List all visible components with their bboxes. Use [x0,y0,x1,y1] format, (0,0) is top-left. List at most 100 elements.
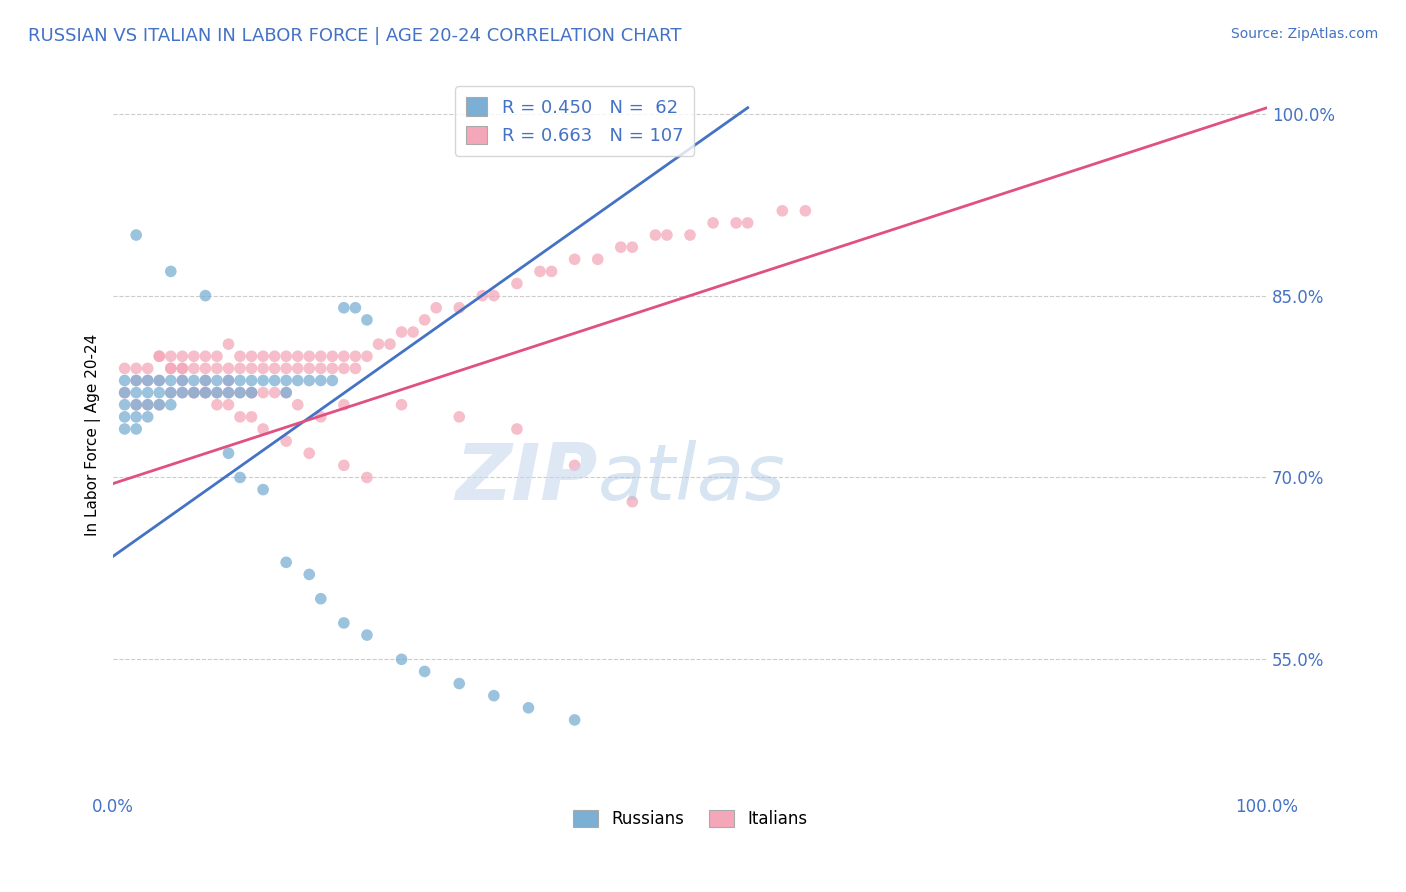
Point [794,203,817,218]
Point [333,458,356,473]
Point [367,337,389,351]
Point [298,349,321,363]
Point [252,361,274,376]
Point [218,337,240,351]
Point [114,374,136,388]
Point [309,349,332,363]
Point [333,615,356,630]
Point [125,374,148,388]
Point [229,385,252,400]
Point [114,422,136,436]
Point [263,361,285,376]
Point [136,374,159,388]
Point [240,349,263,363]
Point [276,385,298,400]
Point [205,349,228,363]
Point [218,361,240,376]
Point [321,374,343,388]
Point [770,203,793,218]
Legend: Russians, Italians: Russians, Italians [567,803,814,834]
Point [125,398,148,412]
Y-axis label: In Labor Force | Age 20-24: In Labor Force | Age 20-24 [86,334,101,536]
Point [321,361,343,376]
Point [172,385,194,400]
Point [125,422,148,436]
Point [194,385,217,400]
Point [218,374,240,388]
Point [183,349,205,363]
Point [309,374,332,388]
Point [482,288,505,302]
Point [287,361,309,376]
Point [679,227,702,242]
Point [194,374,217,388]
Point [263,374,285,388]
Point [148,374,170,388]
Point [356,349,378,363]
Point [218,385,240,400]
Point [252,483,274,497]
Point [263,385,285,400]
Point [136,385,159,400]
Point [506,277,529,291]
Point [252,385,274,400]
Point [449,676,471,690]
Point [136,398,159,412]
Point [229,409,252,424]
Point [125,361,148,376]
Point [240,385,263,400]
Point [148,398,170,412]
Point [333,301,356,315]
Point [148,349,170,363]
Point [482,689,505,703]
Point [610,240,633,254]
Point [725,216,748,230]
Point [194,385,217,400]
Point [449,301,471,315]
Point [229,361,252,376]
Point [240,385,263,400]
Point [240,361,263,376]
Point [413,313,436,327]
Point [159,374,181,388]
Point [344,301,367,315]
Point [125,227,148,242]
Point [298,361,321,376]
Point [114,398,136,412]
Point [287,398,309,412]
Point [333,398,356,412]
Point [309,591,332,606]
Text: Source: ZipAtlas.com: Source: ZipAtlas.com [1230,27,1378,41]
Point [114,385,136,400]
Point [276,385,298,400]
Point [449,409,471,424]
Point [737,216,759,230]
Point [159,264,181,278]
Point [172,349,194,363]
Point [125,385,148,400]
Point [391,325,413,339]
Point [148,398,170,412]
Point [229,374,252,388]
Point [229,470,252,484]
Point [586,252,609,267]
Point [391,398,413,412]
Point [276,361,298,376]
Point [159,361,181,376]
Point [172,385,194,400]
Point [506,422,529,436]
Point [333,361,356,376]
Point [276,555,298,569]
Point [564,252,586,267]
Point [194,288,217,302]
Point [136,409,159,424]
Point [529,264,551,278]
Point [240,385,263,400]
Point [125,398,148,412]
Point [136,398,159,412]
Point [378,337,401,351]
Point [413,665,436,679]
Point [621,240,644,254]
Point [172,361,194,376]
Point [298,374,321,388]
